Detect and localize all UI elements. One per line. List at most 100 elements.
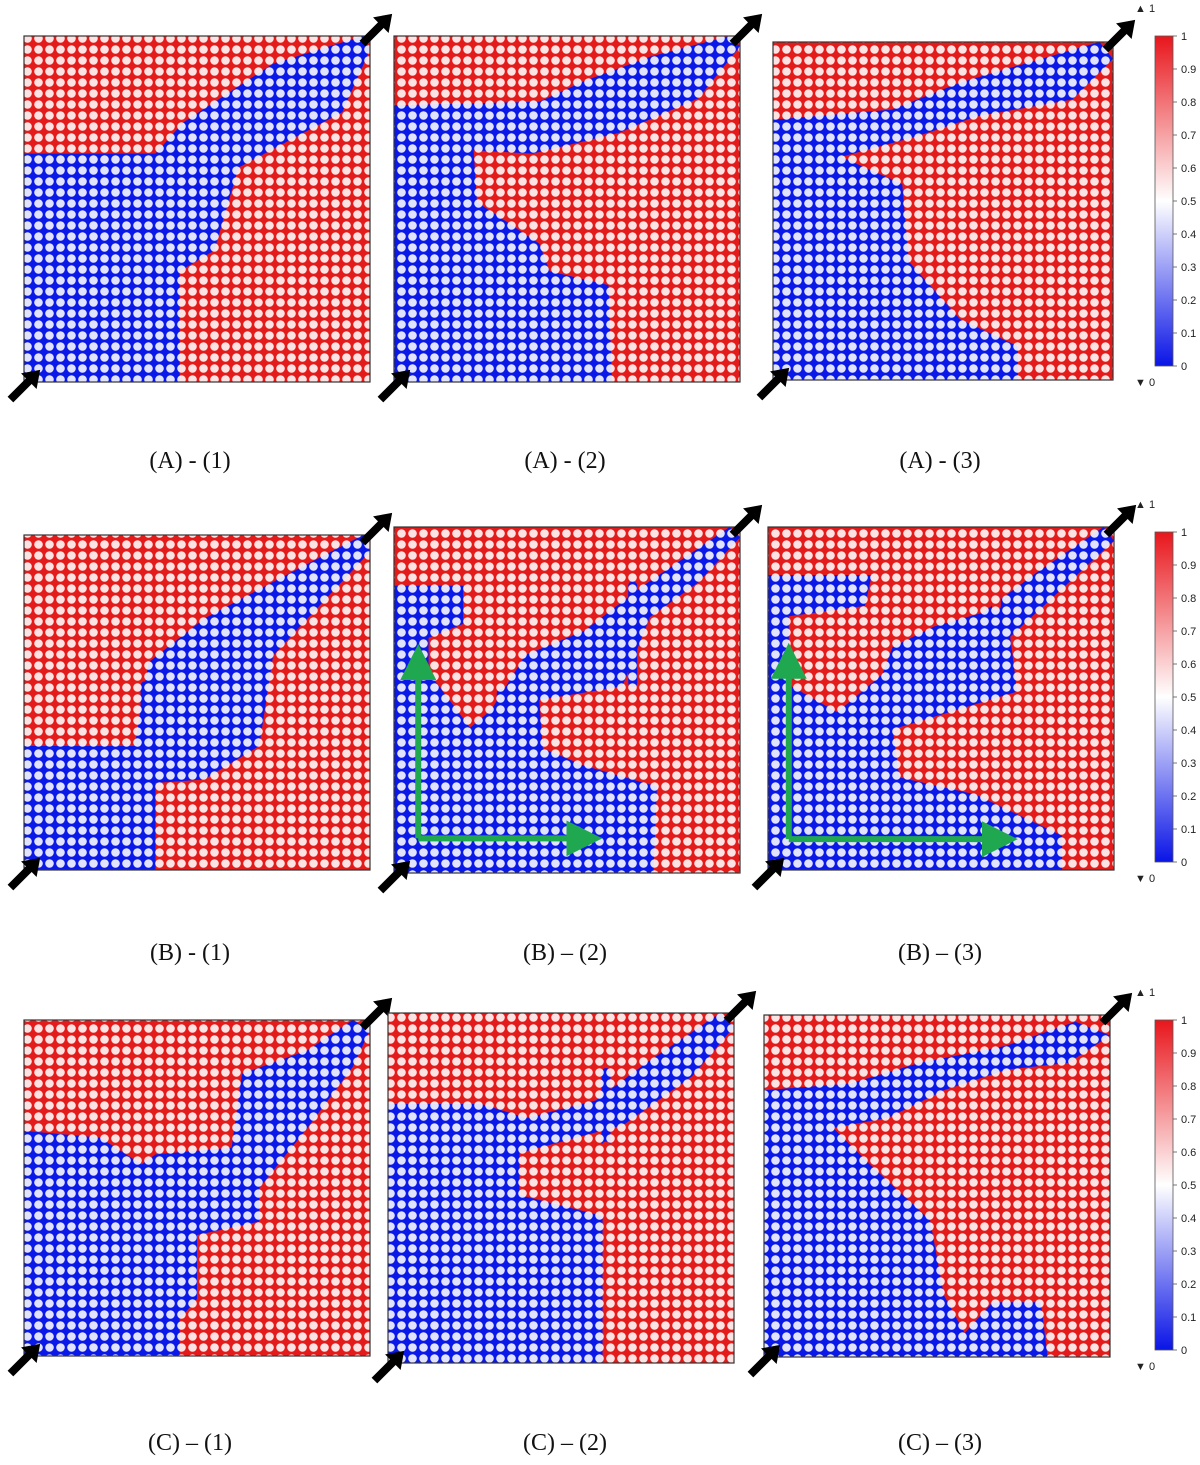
- panel-frame: [23, 1019, 371, 1357]
- inlet-arrow-icon: [756, 367, 790, 401]
- panel-label-a1: (A) - (1): [149, 448, 231, 474]
- panel-c3: [763, 1014, 1111, 1358]
- colorbar-tick-label: 0.3: [1181, 262, 1196, 274]
- colorbar-tick-label: 0.2: [1181, 295, 1196, 307]
- particle-lattice: [773, 42, 1113, 380]
- colorbar-min-label: ▼ 0: [1135, 873, 1155, 885]
- colorbar-gradient: [1154, 1019, 1174, 1351]
- panel-a3: [772, 41, 1114, 381]
- panel-frame: [393, 35, 741, 383]
- panel-label-b1: (B) - (1): [150, 940, 230, 966]
- colorbar-tick-label: 0.6: [1181, 659, 1196, 671]
- colorbar-tick-label: 0.8: [1181, 97, 1196, 109]
- colorbar-tick-label: 0.6: [1181, 163, 1196, 175]
- panel-frame: [767, 526, 1115, 871]
- panel-label-c2: (C) – (2): [523, 1430, 607, 1456]
- outlet-arrow-icon: [729, 504, 763, 538]
- panel-a2: [393, 35, 741, 383]
- colorbar: 1 0.9 0.8 0.7 0.6 0.5 0.4 0.3 0.2 0.1 0 ▲ 1 ▼ 0: [1135, 987, 1196, 1373]
- outlet-arrow-icon: [359, 997, 393, 1031]
- colorbar-tick-label: 0.5: [1181, 1180, 1196, 1192]
- outlet-arrow-icon: [1099, 992, 1133, 1026]
- outlet-arrow-icon: [723, 990, 757, 1024]
- colorbar-tick-label: 0.9: [1181, 560, 1196, 572]
- panel-label-a2: (A) - (2): [524, 448, 606, 474]
- colorbar-tick-label: 0.7: [1181, 626, 1196, 638]
- colorbar-tick-label: 0: [1181, 857, 1187, 869]
- panel-c1: [23, 1019, 371, 1357]
- particle-lattice: [24, 535, 370, 870]
- panel-label-a3: (A) - (3): [899, 448, 981, 474]
- colorbar-tick-label: 0.3: [1181, 1246, 1196, 1258]
- outlet-arrow-icon: [729, 13, 763, 47]
- panel-a1: [23, 35, 371, 383]
- particle-lattice: [388, 1013, 734, 1363]
- colorbar-tick-label: 0.6: [1181, 1147, 1196, 1159]
- particle-lattice: [394, 36, 740, 382]
- panel-frame: [23, 534, 371, 871]
- outlet-arrow-icon: [1103, 504, 1137, 538]
- inlet-arrow-icon: [7, 369, 41, 403]
- colorbar-tick-label: 0.8: [1181, 1081, 1196, 1093]
- colorbar-tick-label: 0.2: [1181, 791, 1196, 803]
- panel-b1: [23, 534, 371, 871]
- outlet-arrow-icon: [359, 13, 393, 47]
- colorbar-tick-label: 0.1: [1181, 328, 1196, 340]
- particle-lattice: [768, 527, 1114, 870]
- colorbar-max-label: ▲ 1: [1135, 3, 1155, 15]
- colorbar-tick-label: 0.9: [1181, 1048, 1196, 1060]
- inlet-arrow-icon: [751, 857, 785, 891]
- colorbar-tick-label: 0.7: [1181, 130, 1196, 142]
- panel-label-b2: (B) – (2): [523, 940, 607, 966]
- colorbar-min-label: ▼ 0: [1135, 377, 1155, 389]
- panel-b2: [393, 526, 741, 874]
- colorbar-tick-label: 0.5: [1181, 692, 1196, 704]
- panel-frame: [393, 526, 741, 874]
- colorbar-tick-label: 0.5: [1181, 196, 1196, 208]
- colorbar-tick-label: 1: [1181, 527, 1187, 539]
- panel-label-c1: (C) – (1): [148, 1430, 232, 1456]
- colorbar: 1 0.9 0.8 0.7 0.6 0.5 0.4 0.3 0.2 0.1 0 ▲ 1 ▼ 0: [1135, 3, 1196, 389]
- inlet-arrow-icon: [377, 860, 411, 894]
- particle-lattice: [394, 527, 740, 873]
- colorbar-tick-label: 0: [1181, 361, 1187, 373]
- panel-frame: [763, 1014, 1111, 1358]
- panel-b3: [767, 526, 1115, 871]
- colorbar-tick-label: 1: [1181, 31, 1187, 43]
- outlet-arrow-icon: [1102, 19, 1136, 53]
- panel-frame: [23, 35, 371, 383]
- colorbar-tick-label: 0.2: [1181, 1279, 1196, 1291]
- colorbar-tick-label: 0.8: [1181, 593, 1196, 605]
- colorbar-gradient: [1154, 35, 1174, 367]
- panel-frame: [387, 1012, 735, 1364]
- particle-lattice: [764, 1015, 1110, 1357]
- colorbar-tick-label: 0.4: [1181, 725, 1196, 737]
- particle-lattice: [24, 1020, 370, 1356]
- colorbar: 1 0.9 0.8 0.7 0.6 0.5 0.4 0.3 0.2 0.1 0 ▲ 1 ▼ 0: [1135, 499, 1196, 885]
- colorbar-tick-label: 0.7: [1181, 1114, 1196, 1126]
- inlet-arrow-icon: [7, 1343, 41, 1377]
- inlet-arrow-icon: [371, 1350, 405, 1384]
- colorbar-max-label: ▲ 1: [1135, 499, 1155, 511]
- inlet-arrow-icon: [747, 1344, 781, 1378]
- particle-lattice: [24, 36, 370, 382]
- colorbar-tick-label: 1: [1181, 1015, 1187, 1027]
- inlet-arrow-icon: [7, 857, 41, 891]
- panel-label-b3: (B) – (3): [898, 940, 982, 966]
- colorbar-max-label: ▲ 1: [1135, 987, 1155, 999]
- colorbar-gradient: [1154, 531, 1174, 863]
- panel-frame: [772, 41, 1114, 381]
- colorbar-min-label: ▼ 0: [1135, 1361, 1155, 1373]
- colorbar-tick-label: 0: [1181, 1345, 1187, 1357]
- panel-label-c3: (C) – (3): [898, 1430, 982, 1456]
- outlet-arrow-icon: [359, 512, 393, 546]
- colorbar-tick-label: 0.1: [1181, 824, 1196, 836]
- colorbar-tick-label: 0.4: [1181, 229, 1196, 241]
- colorbar-tick-label: 0.1: [1181, 1312, 1196, 1324]
- colorbar-tick-label: 0.9: [1181, 64, 1196, 76]
- colorbar-tick-label: 0.3: [1181, 758, 1196, 770]
- colorbar-tick-label: 0.4: [1181, 1213, 1196, 1225]
- inlet-arrow-icon: [377, 369, 411, 403]
